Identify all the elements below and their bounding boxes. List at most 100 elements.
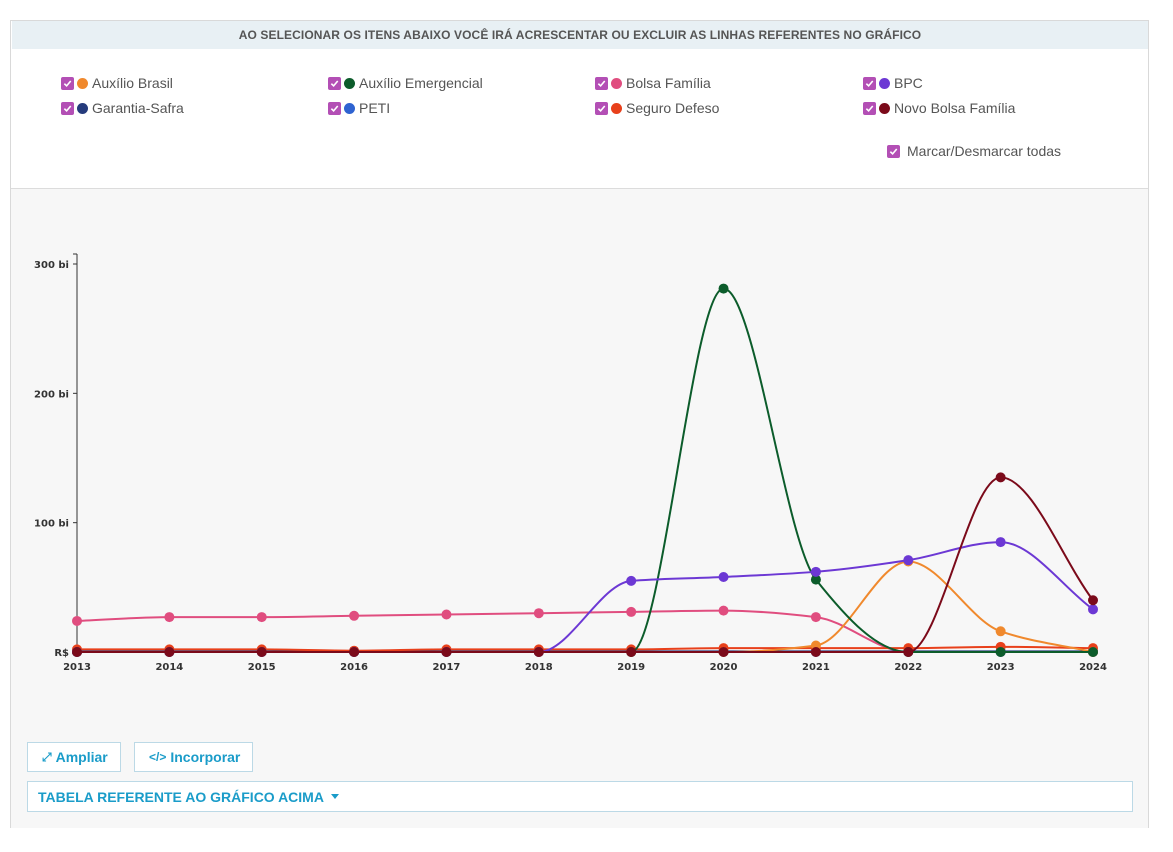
data-point-aux-lio-brasil: [995, 626, 1006, 637]
data-point-novo-bolsa-fam-lia: [903, 647, 914, 657]
series-color-dot: [344, 102, 355, 114]
data-point-bpc: [810, 566, 821, 577]
data-point-aux-lio-emergencial: [1088, 647, 1098, 657]
series-line-bpc: [77, 541, 1094, 654]
legend-label: Garantia-Safra: [92, 100, 184, 116]
data-point-novo-bolsa-fam-lia: [718, 647, 729, 657]
toggle-all-checkbox[interactable]: Marcar/Desmarcar todas: [887, 142, 1061, 160]
code-icon: </>: [149, 750, 167, 764]
data-point-bolsa-fam-lia: [349, 610, 360, 621]
series-color-dot: [879, 102, 890, 114]
checkbox-checked-icon: [595, 101, 608, 115]
data-point-novo-bolsa-fam-lia: [626, 647, 637, 657]
x-tick-label: 2013: [63, 662, 91, 673]
data-point-bolsa-fam-lia: [441, 609, 452, 620]
checkbox-checked-icon: [863, 76, 876, 90]
legend-item-aux-lio-emergencial[interactable]: Auxílio Emergencial: [328, 74, 483, 92]
y-origin-label: R$: [54, 648, 69, 659]
legend-item-novo-bolsa-fam-lia[interactable]: Novo Bolsa Família: [863, 99, 1015, 117]
legend-label: Seguro Defeso: [626, 100, 720, 116]
incorporar-label: Incorporar: [170, 749, 241, 765]
data-point-aux-lio-emergencial: [995, 647, 1006, 657]
x-tick-label: 2022: [894, 662, 922, 673]
data-point-bolsa-fam-lia: [256, 612, 267, 623]
series-line-novo-bolsa-fam-lia: [77, 476, 1094, 654]
checkbox-checked-icon: [328, 101, 341, 115]
x-tick-label: 2019: [617, 662, 645, 673]
data-point-novo-bolsa-fam-lia: [533, 647, 544, 657]
legend-label: Bolsa Família: [626, 75, 711, 91]
series-color-dot: [879, 77, 890, 89]
legend-label: Novo Bolsa Família: [894, 100, 1016, 116]
table-toggle-label: TABELA REFERENTE AO GRÁFICO ACIMA: [38, 788, 324, 805]
x-tick-label: 2023: [987, 662, 1015, 673]
legend-label: Auxílio Brasil: [92, 75, 173, 91]
data-point-bpc: [1088, 604, 1098, 615]
y-tick-label: 100 bi: [34, 519, 69, 530]
caret-down-icon: [330, 794, 339, 799]
checkbox-checked-icon: [61, 101, 74, 115]
data-point-bolsa-fam-lia: [164, 612, 175, 623]
data-point-bpc: [995, 537, 1006, 548]
legend-item-garantia-safra[interactable]: Garantia-Safra: [61, 99, 184, 117]
ampliar-button[interactable]: ⤢ Ampliar: [27, 742, 121, 772]
legend-item-bolsa-fam-lia[interactable]: Bolsa Família: [595, 74, 711, 92]
data-point-bpc: [903, 555, 914, 566]
table-toggle[interactable]: TABELA REFERENTE AO GRÁFICO ACIMA: [27, 781, 1133, 812]
toggle-all-label: Marcar/Desmarcar todas: [907, 143, 1062, 159]
data-point-bpc: [626, 575, 637, 586]
chart-area: 100 bi 200 bi 300 bi R$ 2013 2014 2015 2016 2017…: [11, 188, 1148, 828]
x-tick-label: 2016: [340, 662, 368, 673]
y-tick-label: 200 bi: [34, 389, 69, 400]
x-tick-label: 2021: [802, 662, 830, 673]
data-point-bolsa-fam-lia: [72, 615, 82, 626]
instruction-banner: AO SELECIONAR OS ITENS ABAIXO VOCÊ IRÁ A…: [12, 21, 1148, 49]
data-point-novo-bolsa-fam-lia: [441, 647, 452, 657]
y-tick-label: 300 bi: [34, 260, 69, 271]
incorporar-button[interactable]: </> Incorporar: [134, 742, 254, 772]
data-point-novo-bolsa-fam-lia: [810, 647, 821, 657]
x-tick-label: 2014: [155, 662, 183, 673]
legend-item-seguro-defeso[interactable]: Seguro Defeso: [595, 99, 719, 117]
checkbox-checked-icon: [328, 76, 341, 90]
x-tick-label: 2015: [248, 662, 276, 673]
data-point-novo-bolsa-fam-lia: [1088, 595, 1098, 606]
checkbox-checked-icon: [863, 101, 876, 115]
series-color-dot: [611, 77, 622, 89]
data-point-novo-bolsa-fam-lia: [72, 647, 82, 657]
series-line-aux-lio-brasil: [77, 560, 1094, 654]
line-chart: 100 bi 200 bi 300 bi R$ 2013 2014 2015 2016 2017…: [34, 253, 1107, 673]
data-point-novo-bolsa-fam-lia: [164, 647, 175, 657]
data-point-novo-bolsa-fam-lia: [995, 472, 1006, 483]
legend-label: BPC: [894, 75, 923, 91]
checkbox-checked-icon: [595, 76, 608, 90]
data-point-bolsa-fam-lia: [626, 606, 637, 617]
series-color-dot: [611, 102, 622, 114]
x-tick-label: 2018: [525, 662, 553, 673]
legend-item-bpc[interactable]: BPC: [863, 74, 923, 92]
legend-label: PETI: [359, 100, 391, 116]
legend-item-peti[interactable]: PETI: [328, 99, 390, 117]
series-color-dot: [77, 77, 88, 89]
data-point-bpc: [718, 571, 729, 582]
data-point-bolsa-fam-lia: [718, 605, 729, 616]
series-line-aux-lio-emergencial: [77, 287, 1093, 654]
x-tick-label: 2024: [1079, 662, 1107, 673]
legend-item-aux-lio-brasil[interactable]: Auxílio Brasil: [61, 74, 173, 92]
x-tick-label: 2017: [433, 662, 461, 673]
data-point-novo-bolsa-fam-lia: [256, 647, 267, 657]
checkbox-checked-icon: [887, 144, 900, 158]
ampliar-label: Ampliar: [55, 749, 108, 765]
series-color-dot: [344, 77, 355, 89]
data-point-aux-lio-emergencial: [718, 283, 729, 294]
expand-icon: ⤢: [42, 749, 52, 764]
x-tick-label: 2020: [710, 662, 738, 673]
legend-label: Auxílio Emergencial: [359, 75, 483, 91]
series-color-dot: [77, 102, 88, 114]
data-point-bolsa-fam-lia: [533, 608, 544, 619]
data-point-novo-bolsa-fam-lia: [349, 647, 360, 657]
data-point-bolsa-fam-lia: [810, 612, 821, 623]
series-line-seguro-defeso: [77, 645, 1094, 652]
data-point-aux-lio-emergencial: [810, 574, 821, 585]
checkbox-checked-icon: [61, 76, 74, 90]
